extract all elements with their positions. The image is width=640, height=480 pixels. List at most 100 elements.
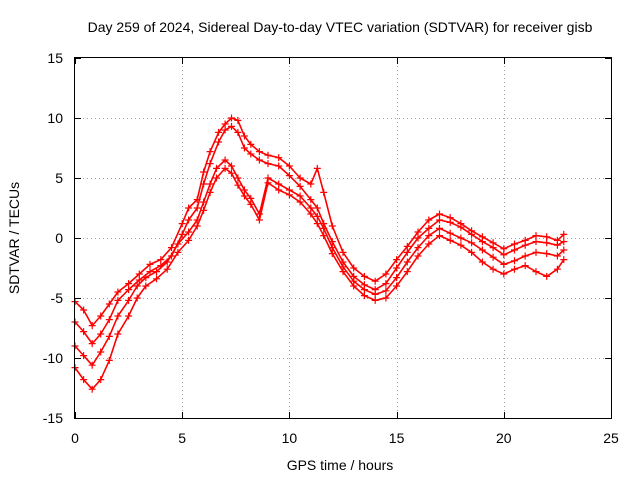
- data-point: [307, 196, 315, 204]
- data-point: [436, 224, 443, 232]
- data-point: [146, 260, 154, 268]
- data-point: [553, 252, 561, 260]
- data-point: [382, 294, 390, 302]
- data-point: [489, 244, 497, 252]
- data-point: [328, 222, 336, 230]
- data-point: [193, 204, 201, 212]
- data-point: [97, 312, 105, 320]
- data-point: [114, 288, 122, 296]
- y-tick-label: 15: [47, 50, 63, 66]
- data-point: [213, 174, 220, 182]
- data-point: [532, 248, 540, 256]
- data-point: [114, 312, 122, 320]
- data-point: [206, 148, 214, 156]
- data-point: [80, 328, 88, 336]
- data-point: [478, 258, 486, 266]
- data-point: [425, 224, 433, 232]
- y-tick-label: 0: [55, 230, 63, 246]
- data-point: [157, 256, 165, 264]
- data-point: [255, 148, 263, 156]
- data-point: [350, 282, 358, 290]
- x-tick-label: 5: [178, 430, 186, 446]
- data-point: [425, 216, 433, 224]
- data-point: [88, 361, 96, 369]
- series-line: [74, 167, 565, 391]
- y-tick-label: -5: [51, 290, 64, 306]
- data-point: [88, 340, 96, 348]
- data-point: [213, 164, 220, 172]
- data-point: [307, 204, 315, 212]
- data-point: [511, 265, 518, 273]
- data-point: [80, 352, 88, 360]
- data-point: [97, 376, 105, 384]
- data-point: [328, 250, 336, 258]
- data-point: [228, 162, 235, 170]
- data-point: [125, 296, 133, 304]
- data-point: [414, 244, 422, 252]
- data-point: [339, 248, 347, 256]
- data-point: [313, 212, 321, 220]
- data-point: [296, 198, 304, 206]
- data-point: [543, 239, 551, 247]
- data-point: [543, 272, 551, 280]
- data-point: [500, 251, 508, 259]
- data-point: [532, 238, 540, 246]
- data-point: [185, 204, 193, 212]
- data-point: [247, 194, 255, 202]
- data-point: [234, 116, 242, 124]
- data-point: [446, 218, 454, 226]
- data-point: [178, 220, 186, 228]
- data-point: [146, 268, 154, 276]
- data-point: [285, 172, 293, 180]
- data-point: [521, 241, 529, 249]
- data-point: [206, 160, 214, 168]
- data-point: [255, 156, 263, 164]
- data-point: [393, 256, 401, 264]
- series-track-4: [71, 164, 568, 393]
- data-point: [105, 356, 113, 364]
- data-point: [88, 385, 96, 393]
- data-point: [511, 240, 518, 248]
- data-point: [543, 233, 551, 241]
- data-point: [234, 174, 242, 182]
- data-point: [560, 238, 568, 246]
- data-point: [521, 252, 529, 260]
- data-point: [414, 252, 422, 260]
- data-point: [560, 256, 568, 264]
- data-point: [478, 246, 486, 254]
- data-point: [88, 322, 96, 330]
- data-point: [468, 248, 476, 256]
- series-track-3: [71, 156, 568, 369]
- data-point: [178, 230, 186, 238]
- data-point: [174, 248, 182, 256]
- data-point: [296, 174, 304, 182]
- data-point: [285, 191, 293, 199]
- x-tick-label: 10: [282, 430, 298, 446]
- y-tick-label: 10: [47, 110, 63, 126]
- data-point: [414, 228, 422, 236]
- data-point: [313, 220, 321, 228]
- data-point: [185, 236, 193, 244]
- data-point: [393, 282, 401, 290]
- data-point: [457, 241, 465, 249]
- y-tick-label: -15: [43, 410, 63, 426]
- data-point: [560, 230, 568, 238]
- data-point: [193, 222, 201, 230]
- data-point: [135, 276, 143, 284]
- data-point: [200, 168, 208, 176]
- data-point: [200, 180, 208, 188]
- data-point: [313, 164, 321, 172]
- data-point: [457, 223, 465, 231]
- data-point: [105, 332, 113, 340]
- data-point: [185, 216, 193, 224]
- data-point: [97, 330, 105, 338]
- data-point: [403, 258, 411, 266]
- data-point: [425, 232, 433, 240]
- data-point: [500, 245, 508, 253]
- x-tick-label: 20: [496, 430, 512, 446]
- data-point: [153, 275, 160, 283]
- data-point: [436, 232, 443, 240]
- series-line: [74, 125, 565, 345]
- data-point: [553, 265, 561, 273]
